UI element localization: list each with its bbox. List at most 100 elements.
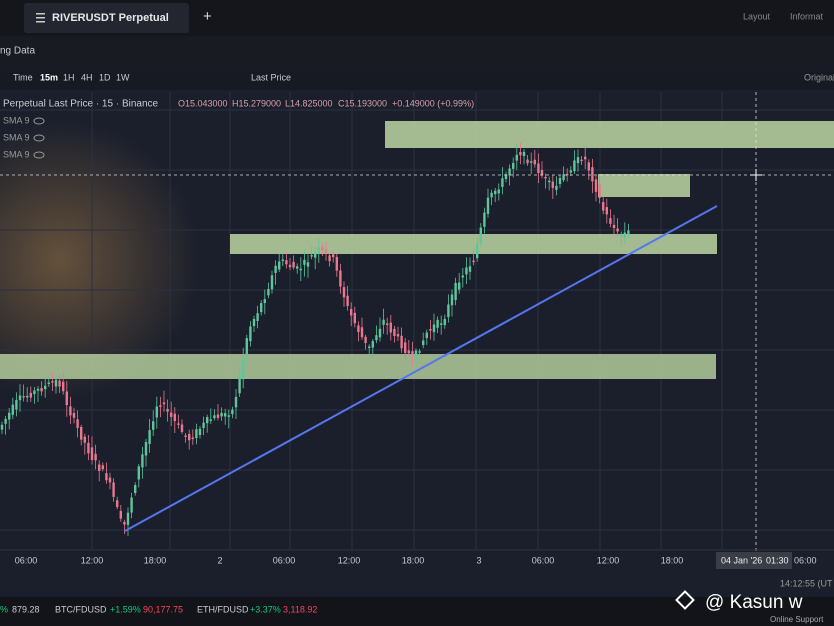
zone <box>385 121 834 148</box>
candle-body <box>36 388 40 391</box>
candle-body <box>602 202 605 211</box>
candle-body <box>490 192 493 198</box>
new-tab[interactable]: + <box>203 8 212 25</box>
candle-body <box>533 159 536 165</box>
ticker-symbol: BTC/FDUSD <box>55 604 107 614</box>
candle-body <box>22 396 25 398</box>
interval-button[interactable]: 1D <box>99 72 111 82</box>
candle-body <box>270 275 274 290</box>
ticker-change: +3.37% <box>250 604 281 614</box>
candle-body <box>450 294 454 306</box>
candle-body <box>245 338 248 355</box>
price-mode[interactable]: Last Price <box>251 72 291 82</box>
candle-body <box>396 333 400 337</box>
support[interactable]: Online Support <box>770 615 824 624</box>
candle-body <box>551 181 554 188</box>
interval-button[interactable]: Time <box>13 72 33 82</box>
candle-body <box>213 415 216 419</box>
tab[interactable] <box>24 3 189 33</box>
candle-body <box>267 289 270 296</box>
layout[interactable]: Layout <box>743 11 771 21</box>
candle-body <box>162 402 166 405</box>
candle-body <box>296 266 299 269</box>
info[interactable]: Informat <box>790 11 824 21</box>
candle-body <box>141 454 144 468</box>
zone <box>598 174 690 197</box>
candle-body <box>256 313 259 322</box>
interval-button[interactable]: 15m <box>40 72 58 82</box>
interval-button[interactable]: 4H <box>81 72 93 82</box>
candle-body <box>4 418 7 424</box>
candle-body <box>548 180 551 183</box>
candle-body <box>504 174 508 180</box>
candle-body <box>594 179 598 192</box>
ticker-change: +1.59% <box>110 604 141 614</box>
legend-high: H15.279000 <box>232 98 281 108</box>
candle-body <box>612 224 616 229</box>
candle-body <box>508 168 511 176</box>
candle-body <box>587 162 590 171</box>
candle-body <box>537 163 540 174</box>
candle-body <box>530 161 533 163</box>
candle-body <box>33 390 36 395</box>
candle-body <box>0 424 4 430</box>
candle-body <box>80 426 83 440</box>
interval-button[interactable]: 1H <box>63 72 75 82</box>
candle-body <box>90 447 94 460</box>
clock: 14:12:55 (UT <box>780 578 833 588</box>
candle-body <box>281 259 284 262</box>
candle-body <box>123 521 126 525</box>
candle-body <box>76 419 79 428</box>
candle-body <box>242 357 245 380</box>
candle-body <box>422 340 425 346</box>
candle-body <box>346 295 349 307</box>
trendline <box>124 205 718 532</box>
candle-body <box>260 303 263 313</box>
legend-close: C15.193000 <box>338 98 387 108</box>
candle-body <box>191 437 194 439</box>
candle-body <box>184 435 187 437</box>
interval-button[interactable]: 1W <box>116 72 130 82</box>
candle-body <box>458 282 461 290</box>
light-glare <box>0 120 200 400</box>
zone <box>0 354 716 379</box>
candle-body <box>440 323 443 325</box>
legend-low: L14.825000 <box>285 98 333 108</box>
candle-body <box>137 466 140 480</box>
candle-body <box>357 325 360 332</box>
candle-body <box>454 282 457 301</box>
crosshair-date: 04 Jan '26 <box>721 555 762 565</box>
candle-body <box>558 177 562 185</box>
eye-icon <box>33 134 45 142</box>
candle-body <box>620 234 623 237</box>
candle-body <box>576 157 580 164</box>
candle-body <box>605 207 608 215</box>
candle-body <box>360 327 364 338</box>
candle-body <box>62 381 65 392</box>
candle-body <box>202 422 205 429</box>
candle-body <box>278 261 281 270</box>
candle-body <box>393 328 396 336</box>
eye-icon <box>33 117 45 125</box>
candle-body <box>188 434 191 441</box>
candle-body <box>54 379 58 387</box>
candle-body <box>555 185 558 190</box>
candle-body <box>11 404 14 415</box>
candle-body <box>573 160 576 172</box>
candle-body <box>465 267 468 275</box>
candle-body <box>386 323 389 325</box>
candle-body <box>155 406 158 418</box>
candle-body <box>224 413 227 417</box>
candle-body <box>486 197 490 214</box>
original[interactable]: Original <box>804 72 834 82</box>
candle-body <box>198 428 202 435</box>
candle-body <box>249 326 252 342</box>
candle-body <box>58 380 61 387</box>
candle-body <box>515 154 518 161</box>
x-label: 06:00 <box>794 555 817 565</box>
candle-body <box>98 464 101 471</box>
candle-body <box>483 212 486 227</box>
candle-body <box>598 184 601 198</box>
